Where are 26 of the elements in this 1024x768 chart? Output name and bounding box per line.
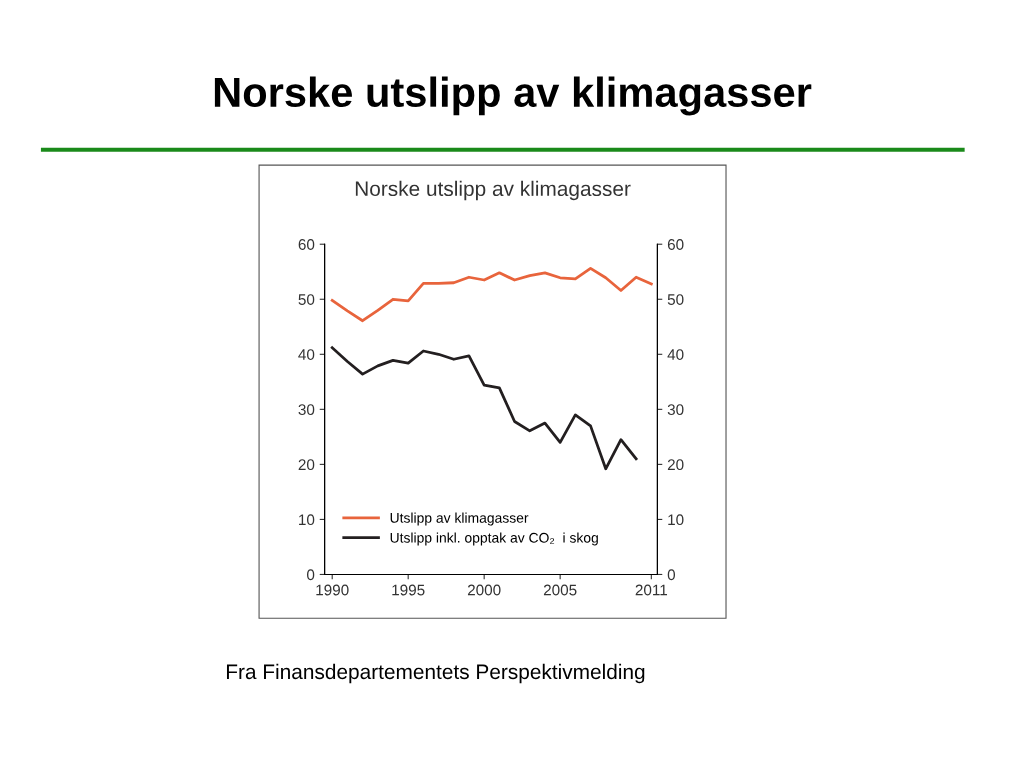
- legend-label: Utslipp av klimagasser: [390, 512, 529, 526]
- line-series: [330, 267, 653, 323]
- y-tick-label: 10: [299, 514, 315, 526]
- x-tick-label: 1990: [316, 584, 349, 596]
- y-tick-label: 50: [298, 294, 315, 305]
- y2-tick-label: 60: [667, 239, 684, 250]
- text: Fra Finansdepartementets Perspektivmelding: [226, 663, 645, 684]
- chart-title: Norske utslipp av klimagasser: [214, 76, 812, 116]
- y2-tick-label: 30: [667, 404, 684, 416]
- y-tick-label: 30: [298, 404, 315, 416]
- y2-tick-label: 40: [667, 349, 684, 360]
- legend-label: Utslipp inkl. opptak av CO₂ i skog: [390, 532, 598, 546]
- y-tick-label: 60: [298, 239, 315, 250]
- x-tick-label: 2000: [467, 584, 501, 596]
- y-tick-label: 0: [306, 569, 315, 581]
- x-tick-label: 1995: [392, 584, 425, 596]
- y2-tick-label: 0: [667, 569, 676, 581]
- chart-subtitle: Norske utslipp av klimagasser: [355, 180, 631, 201]
- y-tick-label: 40: [298, 349, 315, 360]
- x-tick-label: 2011: [635, 584, 668, 596]
- x-tick-label: 2005: [543, 584, 577, 596]
- y2-tick-label: 50: [667, 294, 684, 305]
- y-tick-label: 20: [298, 459, 315, 471]
- y2-tick-label: 20: [667, 459, 684, 471]
- y2-tick-label: 10: [668, 514, 684, 526]
- line-series: [330, 346, 638, 471]
